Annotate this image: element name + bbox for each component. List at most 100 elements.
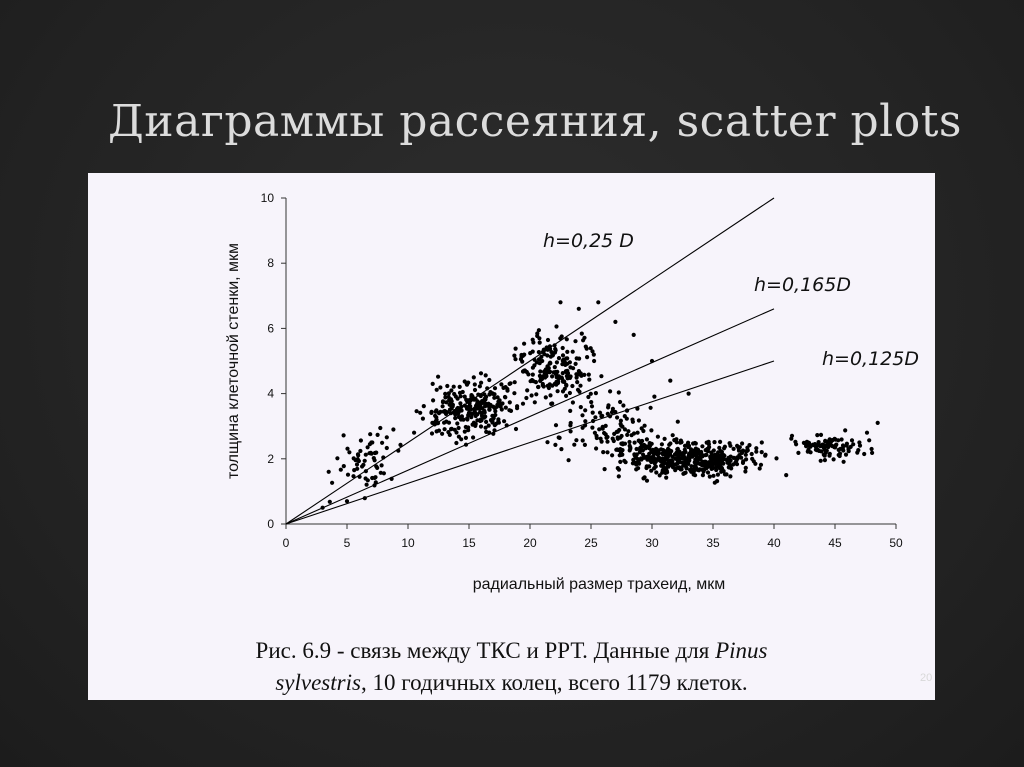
data-point [558,300,563,305]
data-point [705,446,710,452]
data-point [875,420,880,425]
data-point [602,467,607,472]
data-point [700,444,705,449]
data-point [671,462,676,467]
data-point [418,410,423,415]
data-point [697,451,702,456]
data-point [471,375,476,380]
data-point [703,459,708,464]
data-point [536,350,541,355]
data-point [599,374,604,379]
data-point [565,371,571,376]
data-point [844,443,849,448]
data-point [529,393,534,398]
data-point [622,427,628,432]
data-point [627,439,632,445]
data-point [570,400,575,405]
data-point [655,434,661,439]
data-point [505,388,510,393]
data-point [539,354,544,359]
data-point [735,456,740,461]
data-point [549,401,554,406]
data-point [678,466,684,471]
data-point [380,440,385,445]
data-point [711,473,716,478]
data-point [661,467,666,472]
data-point [709,466,714,471]
data-point [547,370,552,375]
data-point [712,440,717,445]
data-point [741,459,746,464]
data-point [503,405,508,410]
data-point [384,435,389,440]
data-point [466,425,471,430]
data-point [731,446,736,451]
data-point [434,387,439,392]
data-point [455,421,460,426]
data-point [503,385,508,390]
data-point [524,395,529,401]
data-point [596,300,601,305]
data-point [521,368,526,373]
data-point [638,440,643,445]
data-point [374,464,379,469]
data-point [420,416,425,421]
chart-axes: 0 5 10 15 20 25 30 35 40 45 50 0 2 4 6 8 10 [261,191,903,550]
data-point [372,458,377,463]
data-point [574,375,579,380]
data-point [512,353,517,358]
data-point [590,410,595,415]
data-point [592,358,597,364]
data-point [651,453,656,459]
data-point [843,452,849,457]
data-point [564,356,569,361]
data-point [647,441,652,446]
data-point [572,442,577,447]
x-tick-label: 40 [767,536,781,550]
data-point [327,499,332,504]
data-point [640,448,646,453]
data-point [555,389,560,394]
data-point [614,447,619,452]
data-point [692,460,697,465]
data-point [543,395,548,400]
data-point [538,375,543,380]
data-point [587,377,592,382]
data-point [492,406,497,411]
data-point [575,380,580,385]
data-point [579,331,584,336]
data-point [535,333,540,339]
data-point [727,441,732,446]
data-point [841,459,846,464]
data-point [463,435,468,440]
data-point [430,381,435,386]
y-axis-label: толщина клеточной стенки, мкм [225,243,242,479]
data-point [848,444,853,449]
data-point [531,379,536,384]
data-point [804,443,809,448]
data-point [464,382,470,387]
data-point [487,407,492,412]
data-point [739,455,744,460]
data-point [457,384,462,389]
data-point [461,417,466,422]
data-point [362,458,367,463]
data-point [642,423,647,428]
data-point [818,444,823,449]
data-point [849,438,855,443]
data-point [503,395,508,400]
data-point [453,416,458,421]
data-point [429,409,434,414]
data-point [677,456,683,461]
data-point [530,372,535,377]
data-point [759,440,764,445]
caption-genus: Pinus [715,638,768,663]
data-point [553,423,559,428]
data-point [682,443,688,448]
data-point [483,414,488,419]
data-point [694,456,699,461]
data-point [851,442,856,447]
data-point [565,349,570,354]
data-point [734,462,740,467]
data-point [843,428,848,433]
